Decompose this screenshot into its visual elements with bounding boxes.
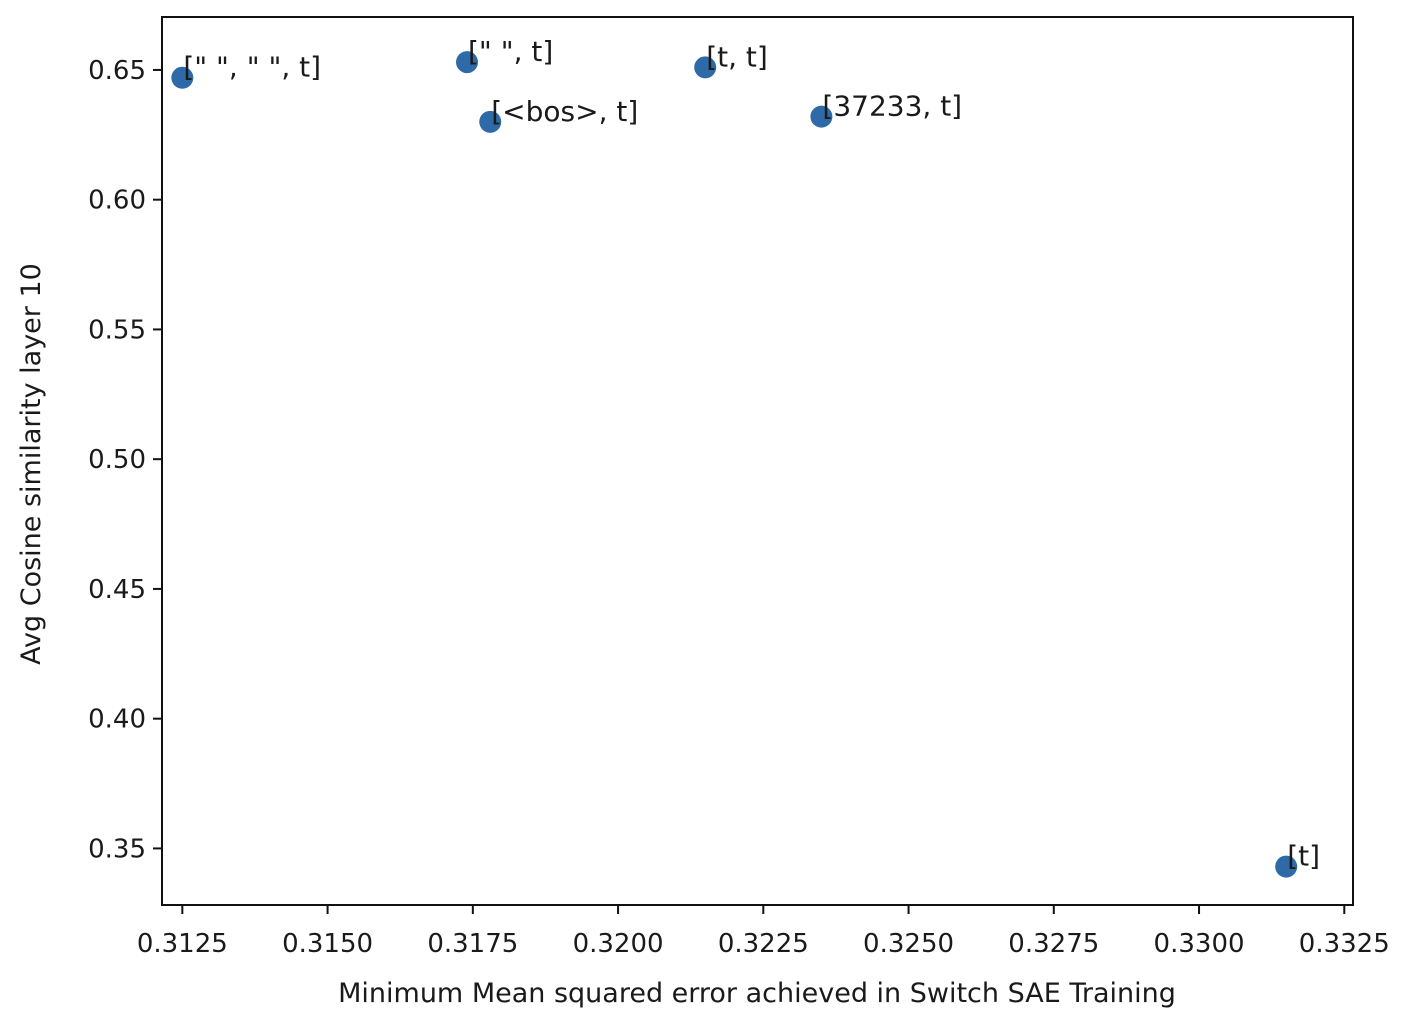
x-tick-label: 0.3300 [1154,929,1245,959]
plot-area: [" ", " ", t] [" ", t] [<bos>, t] [t, t] [37… [171,35,1320,878]
x-tick-label: 0.3200 [573,929,664,959]
data-point-label: [" ", " ", t] [183,51,321,84]
data-point [810,105,833,128]
data-point-label: [" ", t] [468,35,553,68]
x-tick-label: 0.3250 [863,929,954,959]
data-point-label: [37233, t] [822,90,962,123]
data-point [171,66,194,89]
x-tick-label: 0.3175 [427,929,518,959]
y-tick-label: 0.65 [88,56,146,86]
data-point [694,56,717,79]
data-point [479,110,502,133]
y-axis-title: Avg Cosine similarity layer 10 [16,263,47,665]
axis-ticks: 0.3125 0.3150 0.3175 0.3200 0.3225 0.3250 0.32… [88,56,1390,959]
y-tick-label: 0.50 [88,445,146,475]
y-tick-label: 0.35 [88,834,146,864]
y-tick-label: 0.45 [88,575,146,605]
x-axis-title: Minimum Mean squared error achieved in S… [338,978,1176,1009]
x-tick-label: 0.3125 [137,929,228,959]
y-tick-label: 0.60 [88,186,146,216]
data-point [1275,855,1298,878]
x-tick-label: 0.3150 [282,929,373,959]
plot-frame [161,16,1354,906]
x-tick-label: 0.3225 [718,929,809,959]
x-tick-label: 0.3275 [1008,929,1099,959]
y-tick-label: 0.55 [88,315,146,345]
data-point-label: [<bos>, t] [491,95,638,128]
x-tick-label: 0.3325 [1299,929,1390,959]
y-tick-label: 0.40 [88,705,146,735]
data-point [456,51,479,74]
data-point-label: [t, t] [706,40,768,73]
data-point-label: [t] [1287,840,1320,873]
